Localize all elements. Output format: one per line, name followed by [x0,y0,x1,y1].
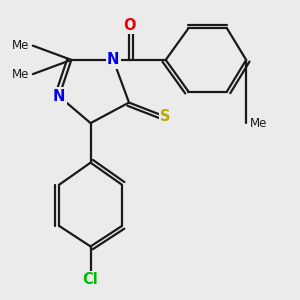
Text: N: N [107,52,119,68]
Text: N: N [53,89,65,104]
Text: O: O [123,18,135,33]
Text: Me: Me [250,117,267,130]
Text: Cl: Cl [83,272,98,287]
Text: Me: Me [12,68,29,81]
Text: Me: Me [12,39,29,52]
Text: S: S [160,109,171,124]
